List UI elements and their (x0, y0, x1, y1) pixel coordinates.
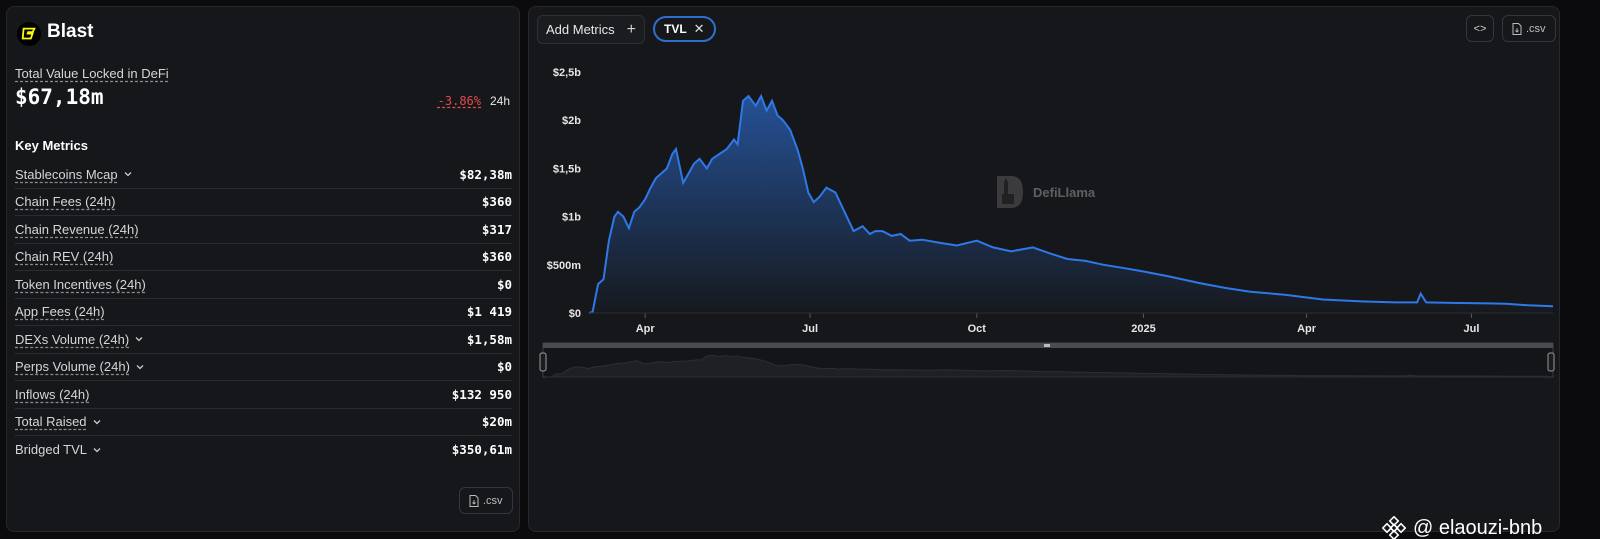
metric-value: $0 (496, 276, 512, 292)
x-tick-label: Apr (636, 323, 656, 335)
y-tick-label: $2,5b (553, 67, 581, 79)
x-tick-label: Apr (1297, 323, 1317, 335)
metric-value: $1,58m (466, 331, 512, 347)
metric-row-total-raised[interactable]: Total Raised $20m (15, 409, 512, 436)
credit-text: @ elaouzi-bnb (1413, 516, 1543, 539)
x-tick-label: Jul (1464, 323, 1480, 335)
key-metrics-list: Stablecoins Mcap $82,38m Chain Fees (24h… (15, 161, 512, 464)
download-csv-button[interactable]: .csv (459, 487, 513, 514)
tvl-chip-label: TVL (664, 22, 687, 36)
x-tick-label: Jul (802, 323, 818, 335)
add-metrics-button[interactable]: Add Metrics + (537, 15, 645, 44)
download-csv-button[interactable]: .csv (1502, 15, 1556, 42)
chevron-down-icon[interactable] (92, 417, 102, 427)
metric-row-token-incentives: Token Incentives (24h) $0 (15, 271, 512, 299)
metric-value: $0 (496, 359, 512, 375)
x-tick-label: 2025 (1131, 323, 1155, 335)
key-metrics-title: Key Metrics (15, 138, 88, 153)
metric-label: Total Raised (15, 414, 87, 430)
metric-value: $82,38m (459, 166, 512, 182)
metric-value: $360 (481, 249, 512, 265)
chevron-down-icon[interactable] (123, 169, 133, 179)
metric-value: $1 419 (466, 304, 512, 320)
close-icon[interactable]: ✕ (693, 21, 705, 36)
tvl-area (589, 96, 1553, 313)
chain-name: Blast (47, 21, 94, 42)
metric-row-chain-rev: Chain REV (24h) $360 (15, 244, 512, 271)
blast-logo-icon (17, 22, 41, 46)
range-preview (546, 354, 1548, 378)
embed-button[interactable]: <> (1466, 15, 1494, 42)
binance-icon (1382, 516, 1406, 539)
metric-row-chain-revenue: Chain Revenue (24h) $317 (15, 216, 512, 244)
metric-label[interactable]: App Fees (24h) (15, 304, 105, 320)
metric-row-perps-volume[interactable]: Perps Volume (24h) $0 (15, 354, 512, 381)
chart-panel: Add Metrics + TVL ✕ <> .csv $0 $500m $1b $1… (528, 6, 1560, 532)
chevron-down-icon[interactable] (92, 445, 102, 455)
file-icon (1512, 22, 1522, 35)
metric-value: $350,61m (451, 442, 512, 458)
plus-icon: + (626, 20, 636, 38)
chevron-down-icon[interactable] (135, 362, 145, 372)
metric-label: DEXs Volume (24h) (15, 331, 130, 347)
metric-value: $132 950 (451, 386, 512, 402)
x-tick-label: Oct (968, 323, 987, 335)
tvl-label[interactable]: Total Value Locked in DeFi (15, 66, 169, 81)
metric-row-bridged-tvl[interactable]: Bridged TVL $350,61m (15, 436, 512, 464)
metric-row-app-fees: App Fees (24h) $1 419 (15, 299, 512, 326)
metric-label: Perps Volume (24h) (15, 359, 130, 375)
metric-value: $20m (481, 414, 512, 430)
llama-icon (997, 176, 1023, 208)
metric-label[interactable]: Chain Revenue (24h) (15, 221, 139, 237)
watermark-text: DefiLlama (1033, 184, 1096, 200)
tvl-line (588, 93, 1554, 314)
chain-overview-panel: Blast Total Value Locked in DeFi $67,18m… (6, 6, 520, 532)
range-selector[interactable] (539, 342, 1555, 378)
metric-value: $317 (481, 221, 512, 237)
y-tick-label: $0 (569, 308, 581, 320)
range-handle-left[interactable] (539, 352, 547, 372)
tvl-value: $67,18m (15, 85, 104, 109)
csv-label: .csv (483, 494, 503, 507)
tvl-metric-chip[interactable]: TVL ✕ (653, 16, 716, 42)
defillama-watermark: DefiLlama (993, 172, 1095, 212)
metric-row-stablecoins-mcap[interactable]: Stablecoins Mcap $82,38m (15, 161, 512, 189)
range-grip[interactable] (1044, 344, 1050, 347)
metric-value: $360 (481, 194, 512, 210)
metric-label[interactable]: Chain Fees (24h) (15, 194, 116, 210)
tvl-change[interactable]: -3.86% (437, 94, 481, 108)
add-metrics-label: Add Metrics (546, 22, 615, 37)
metric-label: Bridged TVL (15, 442, 88, 458)
tvl-period: 24h (489, 94, 510, 108)
chevron-down-icon[interactable] (134, 334, 144, 344)
metric-label[interactable]: Inflows (24h) (15, 386, 90, 402)
metric-row-chain-fees: Chain Fees (24h) $360 (15, 189, 512, 216)
metric-label: Stablecoins Mcap (15, 166, 118, 182)
tvl-chart[interactable]: $0 $500m $1b $1,5b $2b $2,5b Apr Jul Oct 2025 Apr… (529, 47, 1559, 392)
y-tick-label: $1b (562, 212, 581, 224)
metric-label[interactable]: Chain REV (24h) (15, 249, 114, 265)
csv-label: .csv (1526, 22, 1546, 35)
code-icon: <> (1473, 22, 1487, 35)
metric-row-inflows: Inflows (24h) $132 950 (15, 381, 512, 409)
credit: @ elaouzi-bnb (1382, 516, 1542, 539)
metric-label[interactable]: Token Incentives (24h) (15, 276, 146, 292)
metric-row-dexs-volume[interactable]: DEXs Volume (24h) $1,58m (15, 326, 512, 354)
range-handle-right[interactable] (1547, 352, 1555, 372)
y-tick-label: $500m (547, 260, 581, 272)
y-tick-label: $1,5b (553, 163, 581, 175)
file-icon (469, 494, 479, 507)
y-tick-label: $2b (562, 115, 581, 127)
